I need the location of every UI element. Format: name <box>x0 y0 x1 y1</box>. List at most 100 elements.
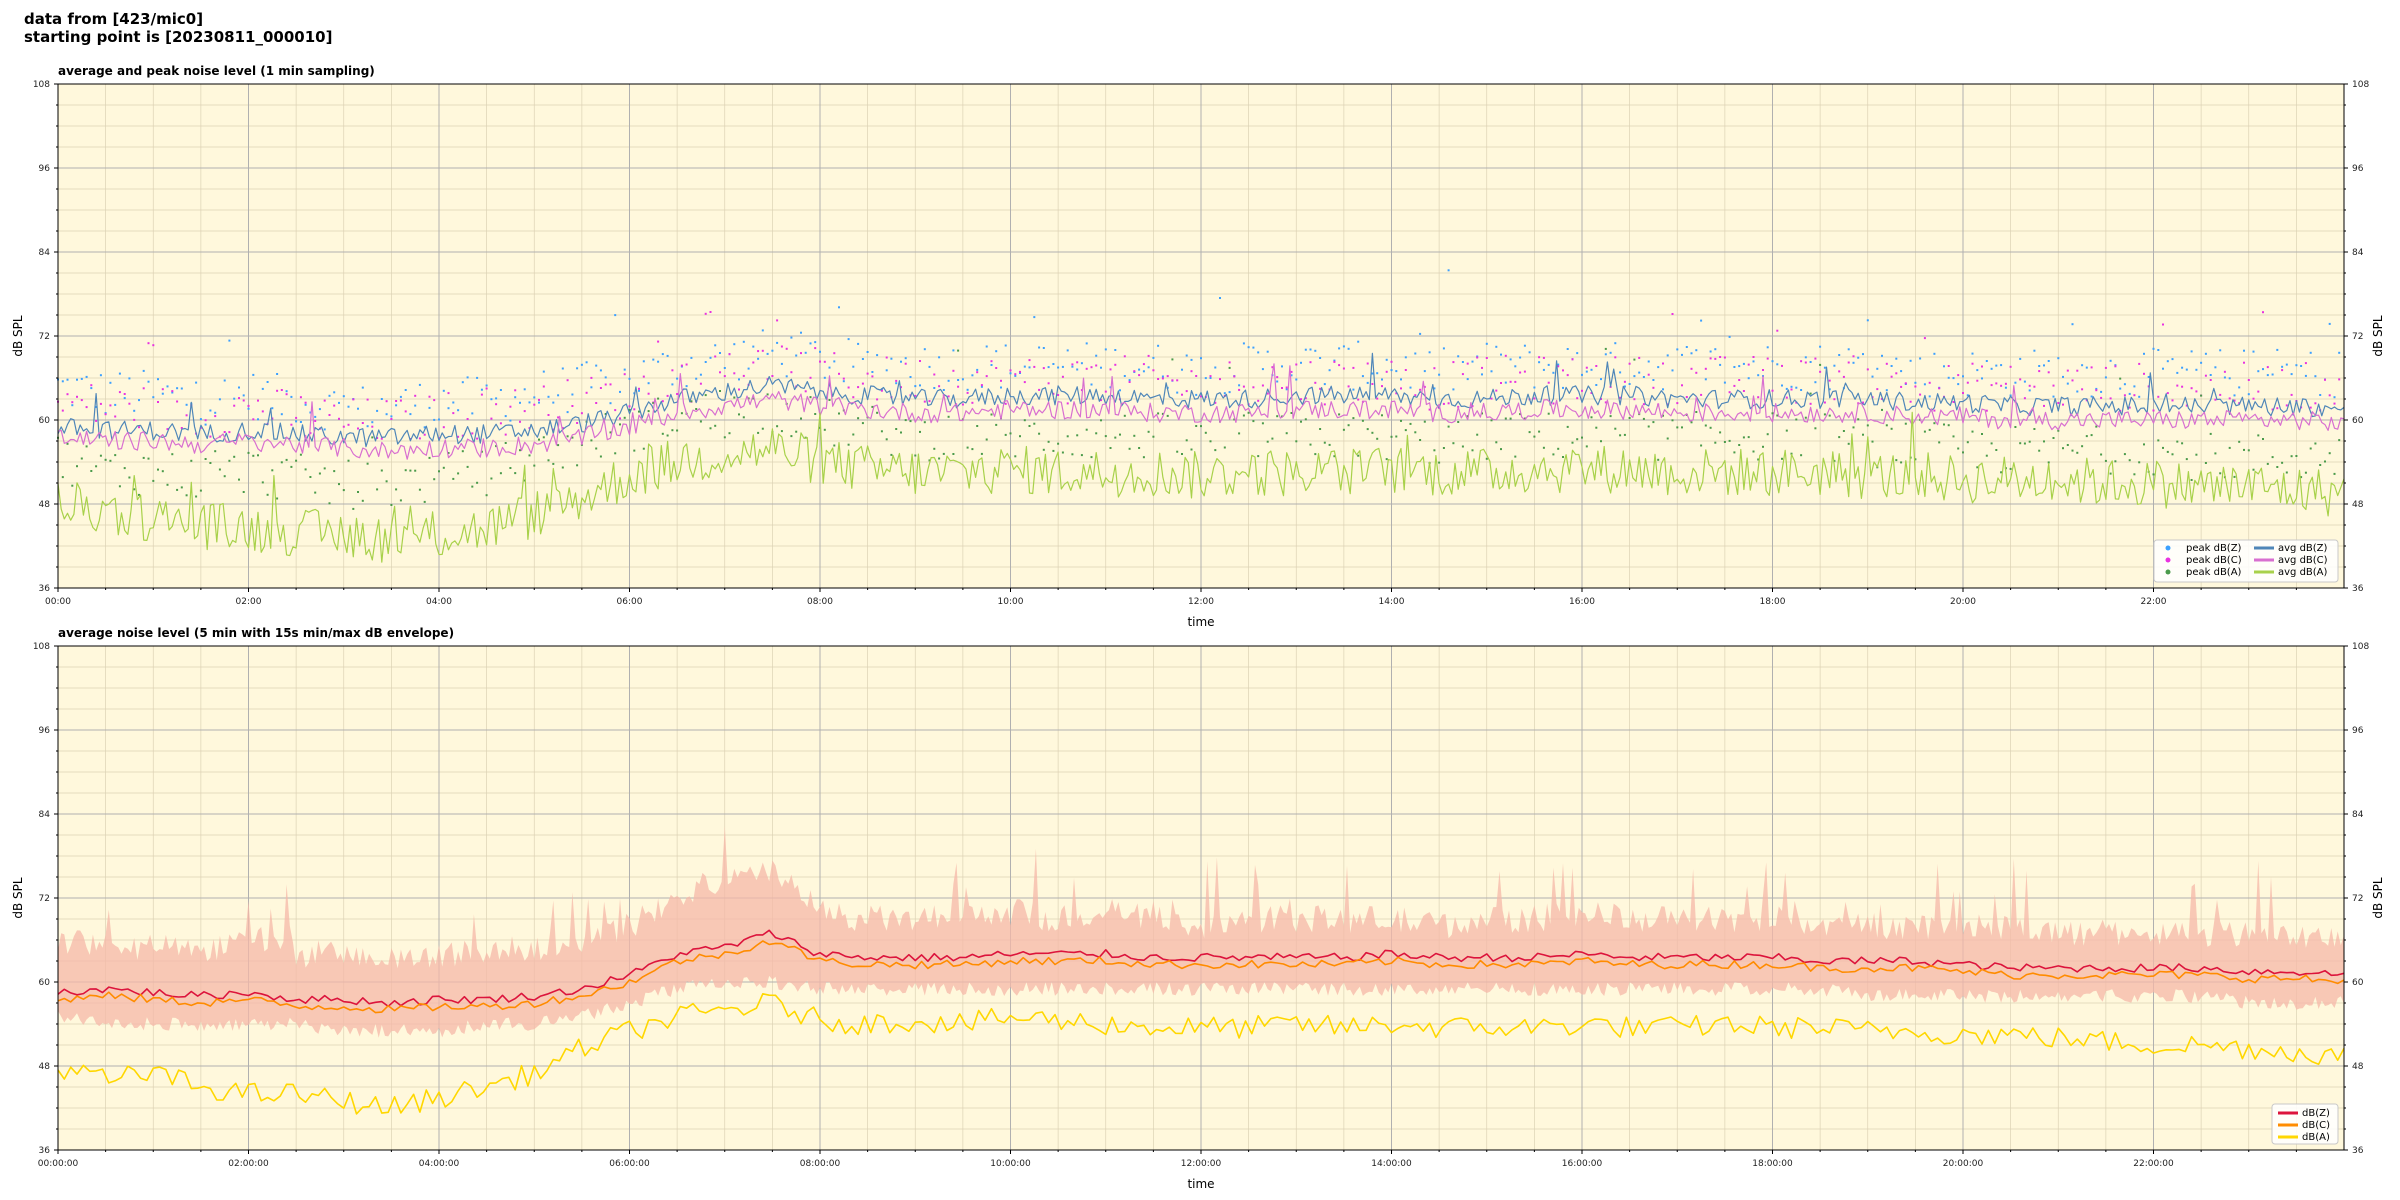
data-point <box>1257 399 1260 402</box>
data-point <box>2033 385 2036 388</box>
x-tick-label: 04:00 <box>426 597 452 607</box>
data-point <box>309 432 312 435</box>
data-point <box>418 488 421 491</box>
data-point <box>1485 357 1488 359</box>
data-point <box>1200 357 1202 360</box>
data-point <box>2062 375 2064 378</box>
data-point <box>2304 471 2307 474</box>
data-point <box>238 478 240 481</box>
data-point <box>919 384 921 387</box>
data-point <box>1104 390 1107 393</box>
data-point <box>542 436 545 439</box>
data-point <box>976 371 979 374</box>
data-point <box>66 393 69 396</box>
data-point <box>1442 402 1445 405</box>
data-point <box>833 360 836 363</box>
data-point <box>2281 369 2284 372</box>
data-point <box>542 385 545 388</box>
data-point <box>628 409 631 411</box>
data-point <box>2076 390 2079 393</box>
data-point <box>1781 457 1783 460</box>
data-point <box>2004 386 2007 389</box>
data-point <box>561 466 564 469</box>
data-point <box>142 456 145 459</box>
data-point <box>1228 366 1231 369</box>
data-point <box>452 401 455 404</box>
data-point <box>852 396 855 399</box>
data-point <box>261 410 264 413</box>
data-point <box>614 409 617 412</box>
data-point <box>1809 392 1812 395</box>
data-point <box>95 406 98 408</box>
data-point <box>952 349 955 352</box>
data-point <box>1547 381 1550 384</box>
data-point <box>661 432 664 435</box>
data-point <box>266 381 269 383</box>
data-point <box>1057 366 1060 369</box>
data-point <box>585 391 588 394</box>
y-tick-label-right: 60 <box>2352 978 2364 988</box>
data-point <box>1123 414 1126 417</box>
data-point <box>1004 433 1007 436</box>
data-point <box>604 383 607 386</box>
data-point <box>1804 416 1807 419</box>
data-point <box>1495 345 1498 348</box>
data-point <box>1133 370 1136 373</box>
data-point <box>1109 447 1112 449</box>
data-point <box>1938 441 1941 444</box>
data-point <box>242 491 245 493</box>
data-point <box>2052 384 2055 387</box>
data-point <box>1357 454 1360 457</box>
data-point <box>185 494 188 497</box>
data-point <box>676 377 679 380</box>
data-point <box>919 360 921 362</box>
y-tick-label-left: 84 <box>39 248 51 258</box>
x-axis-label: time <box>1187 615 1214 629</box>
data-point <box>504 442 507 444</box>
data-point <box>1847 361 1850 364</box>
data-point <box>1676 402 1679 405</box>
data-point <box>1104 348 1107 351</box>
data-point <box>395 400 398 402</box>
data-point <box>128 402 131 405</box>
data-point <box>2104 459 2107 462</box>
data-point <box>1257 351 1260 354</box>
data-point <box>166 385 169 388</box>
data-point <box>2209 432 2212 435</box>
data-point <box>109 381 112 384</box>
data-point <box>2209 379 2212 381</box>
legend-marker <box>2165 557 2171 563</box>
data-point <box>2171 453 2174 456</box>
data-point <box>1800 454 1803 457</box>
series-avg-db-z- <box>57 352 2345 448</box>
data-point <box>980 385 983 388</box>
data-point <box>99 374 102 377</box>
data-point <box>438 470 440 473</box>
data-point <box>1542 356 1545 359</box>
data-point <box>2033 428 2036 430</box>
data-point <box>1009 369 1012 372</box>
data-point <box>1919 357 1922 360</box>
data-point <box>414 404 417 407</box>
data-point <box>1481 366 1483 369</box>
data-point <box>1342 367 1345 370</box>
data-point <box>1981 365 1983 368</box>
legend-label: dB(C) <box>2302 1120 2330 1131</box>
data-point <box>142 369 145 372</box>
data-point <box>2138 461 2141 464</box>
data-point <box>2162 446 2164 449</box>
data-point <box>1338 364 1341 367</box>
data-point <box>1266 392 1269 395</box>
data-point <box>438 418 440 421</box>
data-point <box>814 341 817 344</box>
data-point <box>552 401 555 404</box>
data-point <box>1671 313 1674 315</box>
data-point <box>85 406 88 409</box>
data-point <box>2100 396 2103 399</box>
data-point <box>152 479 155 482</box>
data-point <box>2223 376 2226 379</box>
data-point <box>304 403 307 406</box>
data-point <box>766 393 769 396</box>
data-point <box>2076 451 2079 454</box>
data-point <box>1047 440 1050 443</box>
